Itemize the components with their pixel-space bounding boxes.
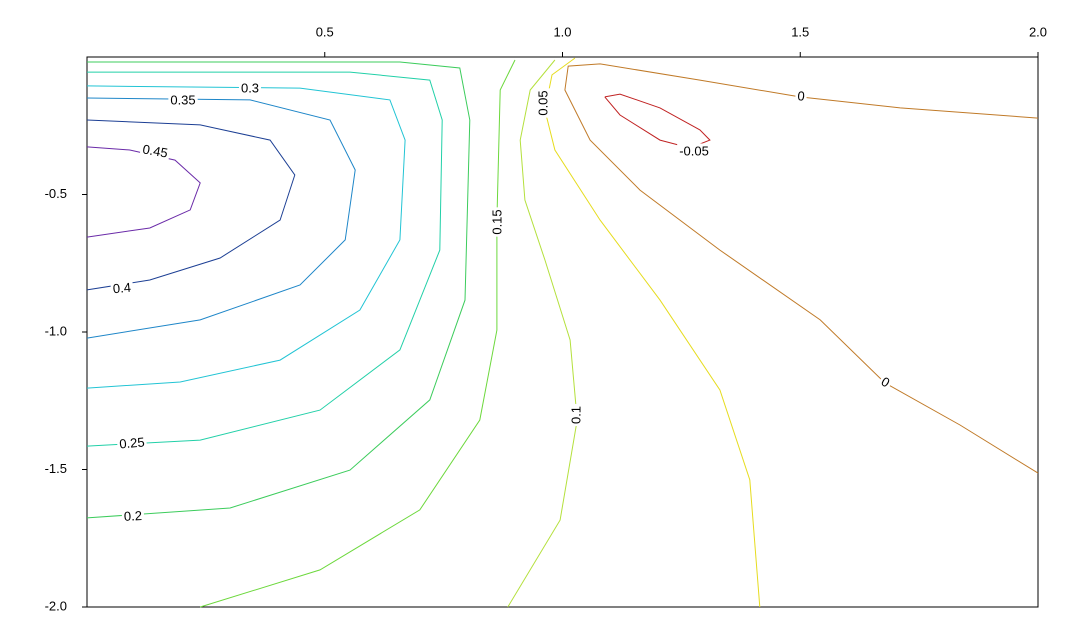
contour-label: 0.2: [124, 508, 143, 524]
x-tick-label: 1.0: [553, 24, 571, 39]
contour-line: [604, 93, 711, 149]
contour-label: 0.25: [119, 434, 146, 451]
contour-label: 0.4: [112, 280, 131, 297]
contour-label-bg: [121, 507, 145, 525]
contour-label-bg: [116, 434, 148, 452]
contour-line: [200, 59, 516, 608]
contour-line: [564, 63, 1039, 474]
contour-label-group: 0.3: [238, 80, 262, 96]
y-tick-label: -0.5: [45, 186, 67, 201]
contour-label-group: 0.25: [116, 434, 148, 452]
x-tick-label: 2.0: [1029, 24, 1047, 39]
y-tick-label: -1.5: [45, 461, 67, 476]
contour-label-group: 0.45: [139, 141, 171, 161]
contour-label-group: 0: [876, 372, 895, 392]
y-tick-label: -2.0: [45, 598, 67, 613]
contour-label-bg: [489, 207, 505, 237]
contour-label-group: -0.05: [677, 143, 711, 159]
contour-lines: [86, 57, 1039, 608]
contour-line: [86, 119, 296, 291]
contour-label: 0.3: [241, 80, 259, 95]
contour-label-group: 0.1: [568, 403, 584, 427]
plot-frame: [86, 56, 1039, 608]
contour-label: 0.35: [170, 92, 195, 107]
contour-label-group: 0: [794, 87, 808, 104]
contour-label: 0: [797, 88, 806, 104]
contour-label: 0.1: [568, 406, 583, 424]
contour-label: 0.15: [489, 209, 504, 234]
x-tick-label: 0.5: [316, 24, 334, 39]
contour-line: [86, 61, 471, 519]
contour-label-bg: [677, 143, 711, 159]
contour-label-bg: [110, 279, 134, 297]
contour-label-bg: [139, 141, 171, 161]
contour-label-group: 0.4: [110, 279, 134, 297]
contour-label-group: 0.35: [168, 92, 198, 108]
contour-label-bg: [238, 80, 262, 96]
contour-label-bg: [535, 88, 551, 118]
contour-line: [86, 85, 406, 389]
contour-label-bg: [794, 87, 808, 104]
contour-line: [86, 97, 356, 339]
contour-label-group: 0.2: [121, 507, 145, 525]
x-tick-label: 1.5: [791, 24, 809, 39]
contour-label-group: 0.15: [489, 207, 505, 237]
contour-label: -0.05: [679, 143, 709, 158]
contour-label-bg: [168, 92, 198, 108]
contour-label-group: 0.05: [535, 88, 551, 118]
contour-label-bg: [568, 403, 584, 427]
contour-line: [86, 71, 443, 447]
contour-line: [86, 146, 201, 238]
y-tick-label: -1.0: [45, 323, 67, 338]
contour-line: [507, 59, 578, 608]
contour-label: 0.45: [141, 141, 169, 160]
contour-label-bg: [876, 372, 895, 392]
contour-line: [544, 57, 761, 608]
contour-label: 0.05: [535, 90, 550, 115]
